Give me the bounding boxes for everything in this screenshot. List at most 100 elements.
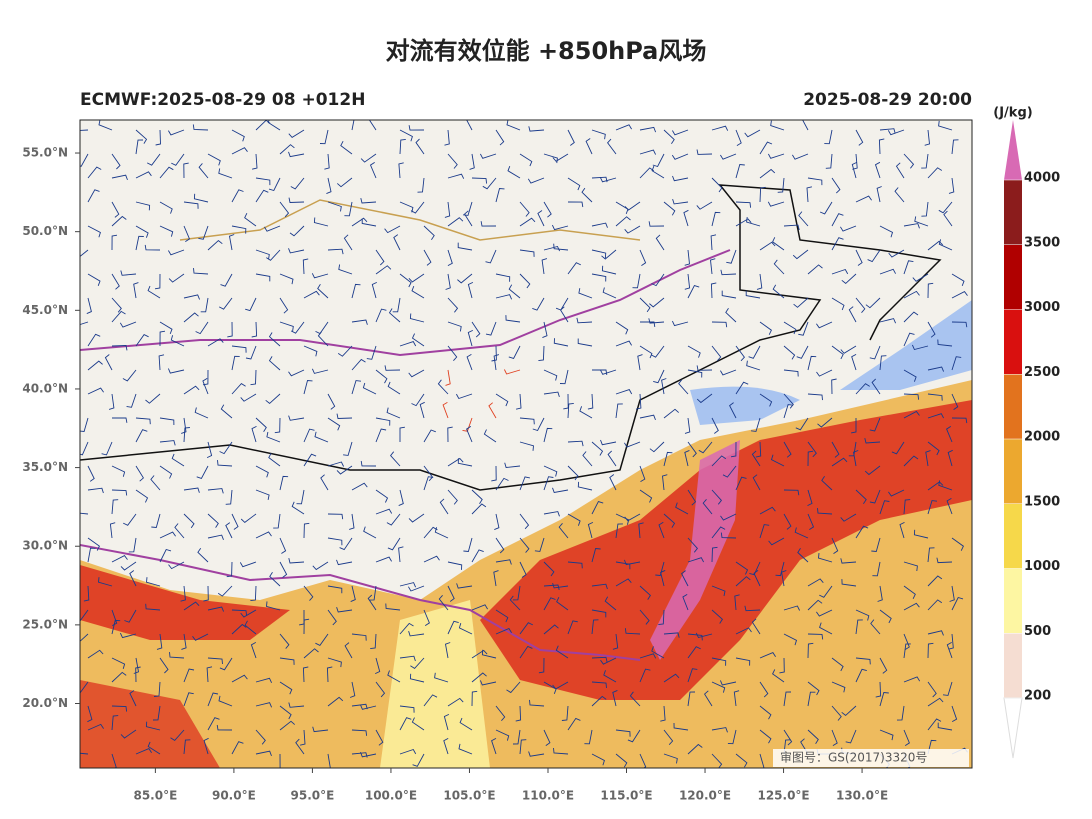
wind-barb [870,619,881,635]
wind-barb [360,153,377,163]
wind-barb [567,465,579,481]
wind-barb [831,441,840,458]
wind-barb [903,223,920,229]
wind-barb [360,197,377,204]
wind-barb [371,281,377,299]
wind-barb [840,225,857,232]
x-tick-label: 90.0°E [212,789,256,803]
wind-barb [727,729,737,745]
wind-barb [768,153,785,159]
wind-barb [687,345,701,358]
wind-barb [719,680,737,686]
wind-barb [600,439,617,446]
wind-barb [408,585,425,592]
wind-barb [722,465,737,478]
wind-barb [111,555,128,563]
colorbar-band [1004,568,1022,634]
wind-barb [655,234,665,251]
wind-barb [753,570,761,587]
wind-barb [491,465,497,482]
wind-barb [135,666,141,683]
colorbar-band [1004,439,1022,504]
wind-barb [80,512,89,515]
watermark: 审图号：GS(2017)3320号 [780,750,927,765]
wind-barb [390,451,401,467]
wind-barb [207,534,224,540]
wind-barb [672,198,689,205]
wind-barb [567,262,581,275]
wind-barb [663,673,680,683]
wind-barb [772,237,785,251]
wind-barb [288,557,305,564]
colorbar-label: 3500 [1024,235,1060,250]
wind-barb [777,177,785,193]
wind-barb [947,449,953,467]
wind-barb [467,329,473,347]
wind-barb [806,186,813,203]
wind-barb [192,124,209,131]
wind-barb [793,297,809,308]
wind-barb [612,689,618,707]
y-tick-label: 30.0°N [22,539,68,553]
wind-barb [194,407,209,419]
wind-barb [156,633,163,650]
wind-barb [111,174,128,181]
wind-barb [872,561,881,577]
wind-barb [577,338,593,347]
wind-barb [159,417,175,426]
wind-barb [183,162,189,179]
wind-barb [279,321,294,332]
wind-barb [231,147,248,155]
wind-barb [375,657,381,675]
wind-barb [350,585,356,603]
colorbar-label: 2000 [1024,430,1060,445]
wind-barb [135,489,149,503]
wind-barb [351,482,368,491]
wind-barb [337,177,353,188]
wind-barb [447,321,462,332]
wind-barb [159,531,176,539]
wind-barb [509,595,521,611]
wind-barb [80,153,89,167]
wind-barb [495,477,509,491]
wind-barb [255,249,270,260]
wind-barb [519,622,533,635]
wind-barb [122,369,137,382]
wind-barb [733,690,740,707]
wind-barb [903,585,916,599]
wind-barb [542,321,548,339]
wind-barb [255,531,272,539]
wind-barb [336,465,353,475]
wind-barb [658,521,665,539]
wind-barb [434,672,449,683]
colorbar-unit: (J/kg) [993,106,1032,121]
wind-barb [684,273,691,290]
wind-barb [159,321,173,335]
wind-barb [899,521,905,539]
wind-barb [491,345,497,362]
wind-barb [135,465,144,482]
wind-barb [80,441,89,456]
wind-barb [457,273,473,284]
wind-barb [231,609,248,616]
wind-barb [303,290,320,299]
wind-barb [937,339,953,347]
wind-barb [410,201,425,214]
wind-barb [363,526,377,539]
wind-barb [155,129,161,146]
wind-barb [729,402,737,419]
wind-barb [759,393,773,407]
wind-barb [344,642,353,659]
wind-barb [317,331,329,347]
wind-barb [687,633,703,641]
wind-barb [687,743,703,755]
wind-barb [650,345,665,358]
wind-barb [840,345,857,354]
wind-barb [250,585,257,602]
wind-barb [663,129,675,145]
wind-barb [783,513,792,530]
wind-barb [410,657,425,669]
wind-barb [567,129,575,146]
wind-barb [183,487,200,493]
wind-barb [527,177,545,184]
